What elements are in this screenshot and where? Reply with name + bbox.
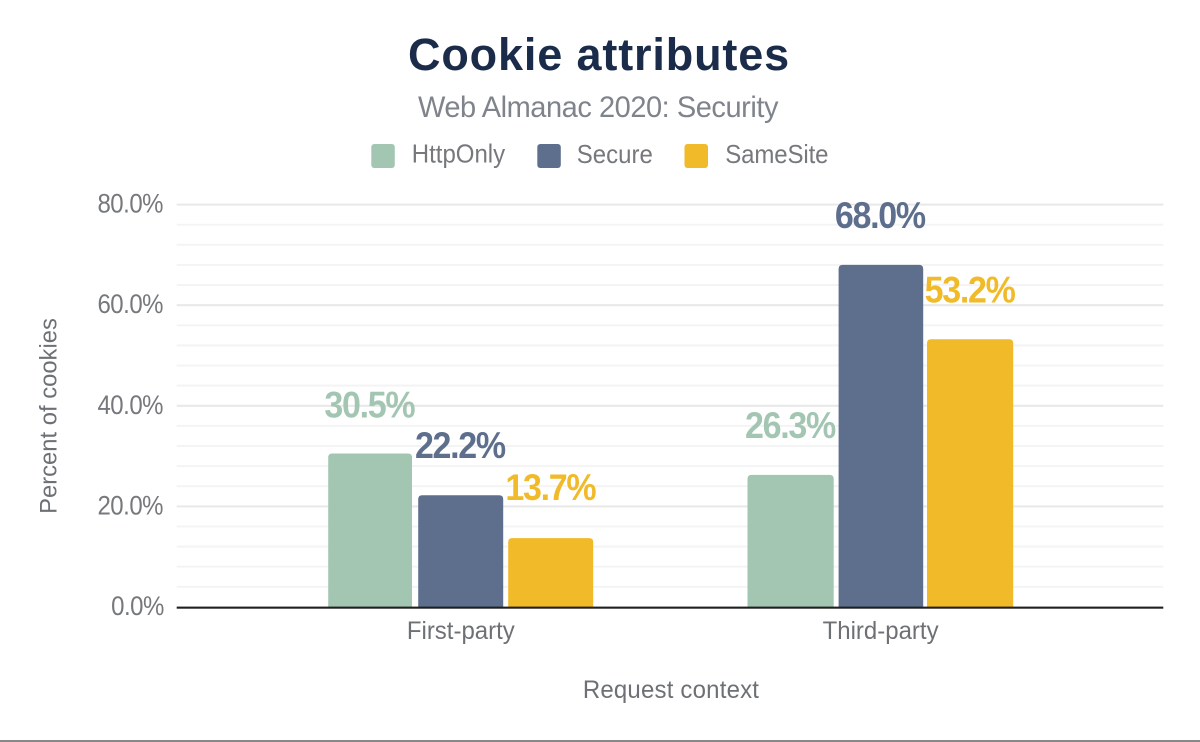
svg-text:26.3%: 26.3%	[745, 404, 835, 446]
svg-text:HttpOnly: HttpOnly	[412, 141, 506, 169]
svg-text:40.0%: 40.0%	[97, 391, 163, 420]
svg-text:13.7%: 13.7%	[505, 467, 595, 509]
svg-text:68.0%: 68.0%	[835, 194, 925, 236]
svg-text:22.2%: 22.2%	[415, 425, 505, 467]
svg-text:Web Almanac 2020: Security: Web Almanac 2020: Security	[418, 91, 779, 124]
svg-text:60.0%: 60.0%	[97, 290, 163, 319]
svg-text:20.0%: 20.0%	[97, 491, 163, 520]
svg-text:0.0%: 0.0%	[111, 592, 164, 621]
svg-text:Percent of cookies: Percent of cookies	[36, 318, 63, 514]
svg-text:80.0%: 80.0%	[97, 190, 163, 219]
svg-text:Third-party: Third-party	[823, 617, 940, 645]
svg-text:Secure: Secure	[577, 141, 653, 169]
svg-text:30.5%: 30.5%	[324, 384, 414, 426]
svg-text:53.2%: 53.2%	[925, 269, 1015, 311]
svg-text:First-party: First-party	[407, 617, 516, 645]
svg-text:Request context: Request context	[583, 677, 759, 705]
svg-text:SameSite: SameSite	[725, 141, 828, 169]
svg-text:Cookie attributes: Cookie attributes	[408, 29, 790, 80]
